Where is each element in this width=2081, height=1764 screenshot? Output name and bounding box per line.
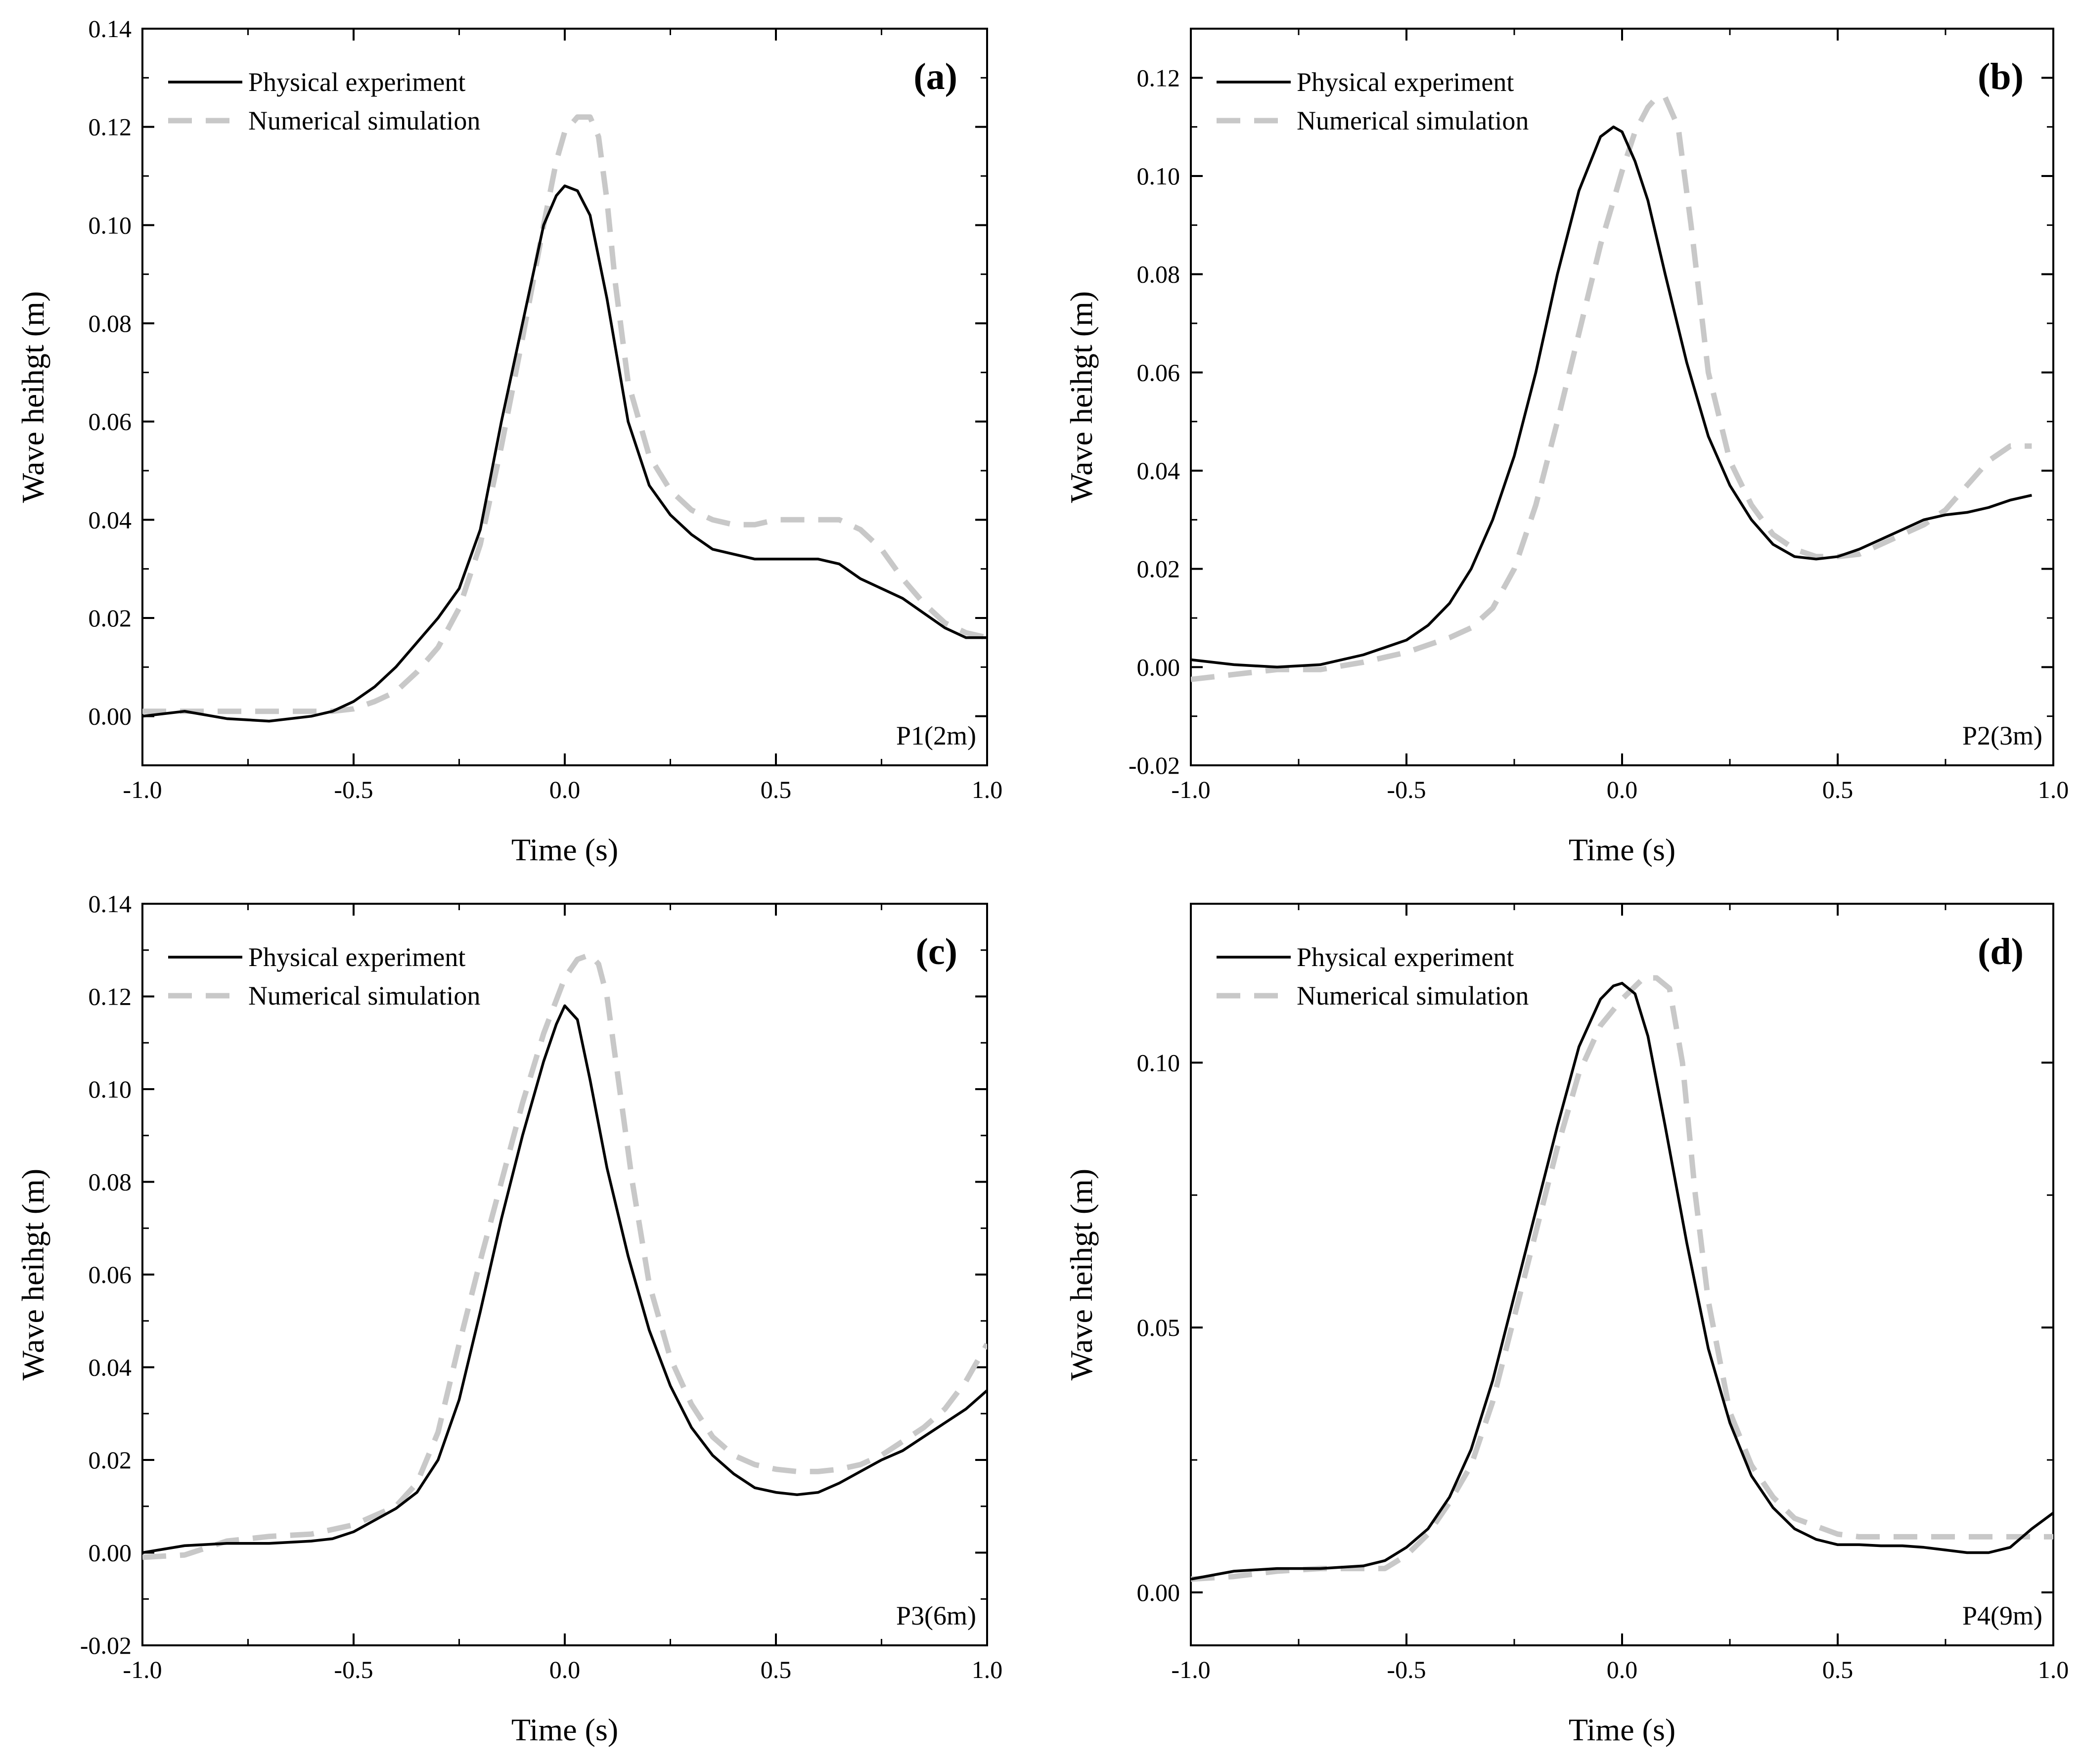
x-axis-title: Time (s) bbox=[511, 832, 618, 867]
legend-label-physical: Physical experiment bbox=[1297, 942, 1514, 972]
x-tick-label: 0.0 bbox=[1607, 776, 1638, 803]
legend-label-numerical: Numerical simulation bbox=[1297, 106, 1529, 135]
x-tick-label: -0.5 bbox=[334, 1656, 373, 1683]
y-tick-label: 0.00 bbox=[1137, 1579, 1180, 1606]
y-tick-label: 0.08 bbox=[1137, 261, 1180, 288]
y-tick-label: 0.00 bbox=[1137, 653, 1180, 681]
series-line-physical-experiment bbox=[1191, 981, 2053, 1581]
y-axis-title: Wave heihgt (m) bbox=[15, 1169, 50, 1380]
y-axis-title: Wave heihgt (m) bbox=[15, 291, 50, 503]
x-tick-label: 1.0 bbox=[972, 776, 1003, 803]
y-tick-label: 0.04 bbox=[89, 1354, 132, 1381]
x-tick-label: -0.5 bbox=[334, 776, 373, 803]
x-tick-label: -0.5 bbox=[1387, 1656, 1426, 1683]
chart-panel-a: -1.0 -0.5 0.0 0.5 1.0 0.00 0.02 0.04 0.06 0.08 0.1… bbox=[15, 15, 1002, 867]
x-tick-label: 1.0 bbox=[2038, 776, 2069, 803]
legend-label-numerical: Numerical simulation bbox=[248, 981, 480, 1011]
chart-panel-d: -1.0 -0.5 0.0 0.5 1.0 0.00 0.05 0.10 Time (s) Wav… bbox=[1064, 903, 2069, 1747]
y-tick-label: 0.04 bbox=[1137, 457, 1180, 485]
series-line-numerical-simulation bbox=[142, 952, 987, 1560]
y-tick-label: 0.00 bbox=[89, 1539, 132, 1567]
y-tick-label: 0.04 bbox=[89, 506, 132, 533]
y-tick-label: 0.06 bbox=[89, 1261, 132, 1288]
series-line-physical-experiment bbox=[142, 1004, 987, 1554]
y-tick-label: 0.08 bbox=[89, 1168, 132, 1196]
x-tick-label: 0.0 bbox=[549, 1656, 581, 1683]
chart-panel-c: -1.0 -0.5 0.0 0.5 1.0 -0.02 0.00 0.02 0.04 0.06 0.… bbox=[15, 890, 1002, 1747]
y-tick-label: 0.12 bbox=[89, 113, 132, 141]
x-tick-label: 0.5 bbox=[1822, 1656, 1854, 1683]
series-line-physical-experiment bbox=[142, 184, 987, 723]
x-tick-label: 0.0 bbox=[549, 776, 581, 803]
x-tick-label: 1.0 bbox=[972, 1656, 1003, 1683]
y-tick-label: 0.06 bbox=[1137, 358, 1180, 386]
panel-label: (d) bbox=[1978, 931, 2024, 972]
location-annotation: P3(6m) bbox=[896, 1601, 976, 1631]
y-tick-label: 0.02 bbox=[89, 604, 132, 632]
y-tick-label: 0.02 bbox=[1137, 555, 1180, 583]
panel-label: (a) bbox=[913, 56, 957, 97]
y-tick-label: 0.10 bbox=[1137, 1049, 1180, 1076]
y-tick-label: -0.02 bbox=[1129, 751, 1180, 779]
y-tick-label: 0.05 bbox=[1137, 1314, 1180, 1341]
location-annotation: P1(2m) bbox=[896, 721, 976, 750]
y-tick-label: 0.10 bbox=[1137, 162, 1180, 190]
legend-label-physical: Physical experiment bbox=[248, 942, 465, 972]
legend-label-numerical: Numerical simulation bbox=[1297, 981, 1529, 1011]
x-tick-label: -0.5 bbox=[1387, 776, 1426, 803]
series-line-physical-experiment bbox=[1191, 125, 2033, 669]
panel-label: (b) bbox=[1978, 56, 2024, 97]
x-tick-label: 0.5 bbox=[761, 776, 792, 803]
y-tick-label: 0.02 bbox=[89, 1446, 132, 1474]
series-line-numerical-simulation bbox=[1191, 975, 2053, 1582]
x-tick-label: -1.0 bbox=[1171, 776, 1210, 803]
y-tick-label: 0.10 bbox=[89, 211, 132, 239]
series-line-numerical-simulation bbox=[1191, 94, 2032, 682]
y-axis-title: Wave heihgt (m) bbox=[1064, 1169, 1099, 1380]
y-tick-label: 0.08 bbox=[89, 309, 132, 337]
y-tick-label: -0.02 bbox=[80, 1632, 132, 1659]
x-tick-label: 0.5 bbox=[1822, 776, 1854, 803]
y-tick-label: 0.12 bbox=[1137, 64, 1180, 91]
x-axis-title: Time (s) bbox=[511, 1712, 618, 1747]
y-tick-label: 0.00 bbox=[89, 703, 132, 730]
x-axis-title: Time (s) bbox=[1569, 1712, 1675, 1747]
y-tick-label: 0.14 bbox=[89, 890, 132, 918]
y-tick-label: 0.06 bbox=[89, 408, 132, 436]
plot-frame bbox=[1190, 28, 2054, 766]
x-axis-title: Time (s) bbox=[1569, 832, 1675, 867]
y-tick-label: 0.12 bbox=[89, 983, 132, 1011]
y-axis-title: Wave heihgt (m) bbox=[1064, 291, 1099, 503]
y-tick-label: 0.10 bbox=[89, 1075, 132, 1103]
panel-label: (c) bbox=[916, 931, 957, 972]
legend-label-numerical: Numerical simulation bbox=[248, 106, 480, 135]
chart-panel-b: -1.0 -0.5 0.0 0.5 1.0 -0.02 0.00 0.02 0.04 0.06 0.… bbox=[1064, 28, 2069, 867]
location-annotation: P2(3m) bbox=[1962, 721, 2042, 750]
x-tick-label: -1.0 bbox=[123, 1656, 162, 1683]
series-line-numerical-simulation bbox=[142, 114, 987, 714]
x-tick-label: -1.0 bbox=[123, 776, 162, 803]
legend-label-physical: Physical experiment bbox=[248, 67, 465, 97]
legend-label-physical: Physical experiment bbox=[1297, 67, 1514, 97]
x-tick-label: 0.5 bbox=[761, 1656, 792, 1683]
plot-frame bbox=[1190, 903, 2054, 1646]
location-annotation: P4(9m) bbox=[1962, 1601, 2042, 1631]
x-tick-label: 0.0 bbox=[1607, 1656, 1638, 1683]
y-tick-label: 0.14 bbox=[89, 15, 132, 43]
x-tick-label: -1.0 bbox=[1171, 1656, 1210, 1683]
x-tick-label: 1.0 bbox=[2038, 1656, 2069, 1683]
